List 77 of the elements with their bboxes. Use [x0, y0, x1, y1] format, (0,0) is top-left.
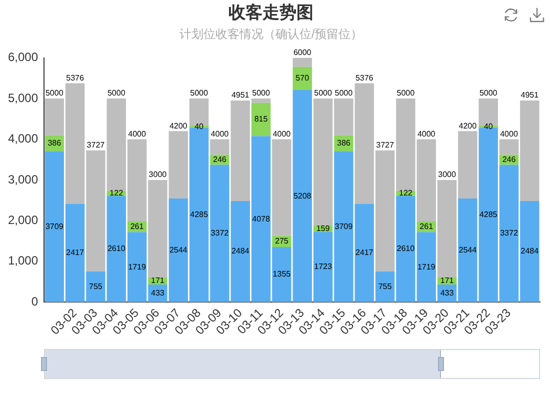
total-label: 4000: [128, 129, 146, 138]
total-label: 4000: [272, 129, 292, 138]
bar: [292, 58, 312, 67]
total-label: 4200: [169, 121, 188, 130]
data-label: 1723: [314, 262, 332, 272]
data-label: 2610: [396, 244, 416, 254]
y-tick-label: 4,000: [8, 132, 38, 146]
data-label: 1355: [272, 270, 292, 279]
data-label: 755: [378, 282, 392, 291]
total-label: 3727: [86, 140, 106, 150]
chart-subtitle: 计划位收客情况（确认位/预留位）: [179, 26, 363, 41]
data-label: 40: [194, 122, 204, 132]
data-label: 122: [398, 188, 413, 198]
data-label: 3372: [210, 228, 230, 238]
data-label: 159: [316, 224, 330, 233]
data-label: 2544: [169, 246, 188, 255]
data-label: 171: [151, 276, 165, 286]
data-label: 433: [440, 288, 454, 298]
data-label: 5208: [293, 191, 312, 200]
total-label: 3727: [376, 140, 394, 150]
data-label: 433: [151, 288, 165, 298]
data-label: 2417: [355, 248, 374, 258]
data-label: 261: [420, 222, 434, 232]
total-label: 4000: [210, 129, 230, 138]
total-label: 4000: [417, 129, 436, 138]
y-tick-label: 5,000: [8, 90, 38, 105]
data-label: 122: [110, 188, 124, 198]
y-tick-label: 0: [31, 294, 38, 308]
total-label: 5000: [396, 88, 416, 98]
total-label: 6000: [293, 48, 312, 58]
data-label: 386: [48, 138, 62, 148]
data-label: 40: [484, 122, 494, 132]
data-label: 246: [213, 155, 227, 164]
data-label: 3372: [500, 228, 518, 238]
total-label: 4951: [520, 90, 540, 100]
total-label: 5000: [190, 88, 208, 98]
total-label: 5000: [314, 88, 332, 98]
bar: [272, 139, 292, 236]
total-label: 4000: [500, 129, 518, 138]
total-label: 5000: [334, 88, 354, 98]
data-label: 1719: [128, 262, 146, 272]
total-label: 5000: [252, 88, 270, 98]
y-tick-label: 1,000: [8, 254, 38, 268]
data-label: 386: [337, 138, 351, 148]
data-label: 4285: [479, 210, 498, 220]
data-label: 1719: [417, 262, 436, 272]
total-label: 5000: [107, 88, 126, 98]
y-tick-label: 6,000: [8, 50, 38, 64]
data-label: 570: [296, 74, 310, 83]
data-label: 4285: [190, 210, 208, 220]
data-label: 815: [254, 114, 268, 124]
total-label: 4200: [458, 121, 478, 130]
y-tick-label: 2,000: [8, 212, 38, 227]
total-label: 4951: [231, 90, 250, 100]
bar: [292, 66, 312, 90]
data-label: 755: [89, 282, 103, 291]
chart-title: 收客走势图: [228, 2, 314, 22]
total-label: 5000: [479, 88, 498, 98]
total-label: 5376: [66, 73, 84, 82]
total-label: 5000: [45, 88, 64, 98]
data-label: 2417: [66, 248, 84, 258]
data-label: 275: [275, 236, 289, 246]
data-label: 2544: [458, 246, 478, 255]
data-label: 2484: [231, 246, 250, 256]
data-label: 3709: [334, 222, 354, 231]
data-label: 246: [502, 155, 516, 164]
total-label: 3000: [148, 170, 168, 180]
y-tick-label: 3,000: [8, 172, 38, 186]
total-label: 5376: [355, 73, 374, 82]
data-label: 3709: [45, 222, 64, 231]
data-label: 2610: [107, 244, 126, 254]
data-label: 2484: [520, 246, 540, 256]
data-label: 171: [440, 276, 454, 286]
data-label: 4078: [252, 214, 270, 224]
total-label: 3000: [438, 170, 456, 180]
bar: [251, 102, 271, 136]
data-label: 261: [130, 222, 144, 232]
